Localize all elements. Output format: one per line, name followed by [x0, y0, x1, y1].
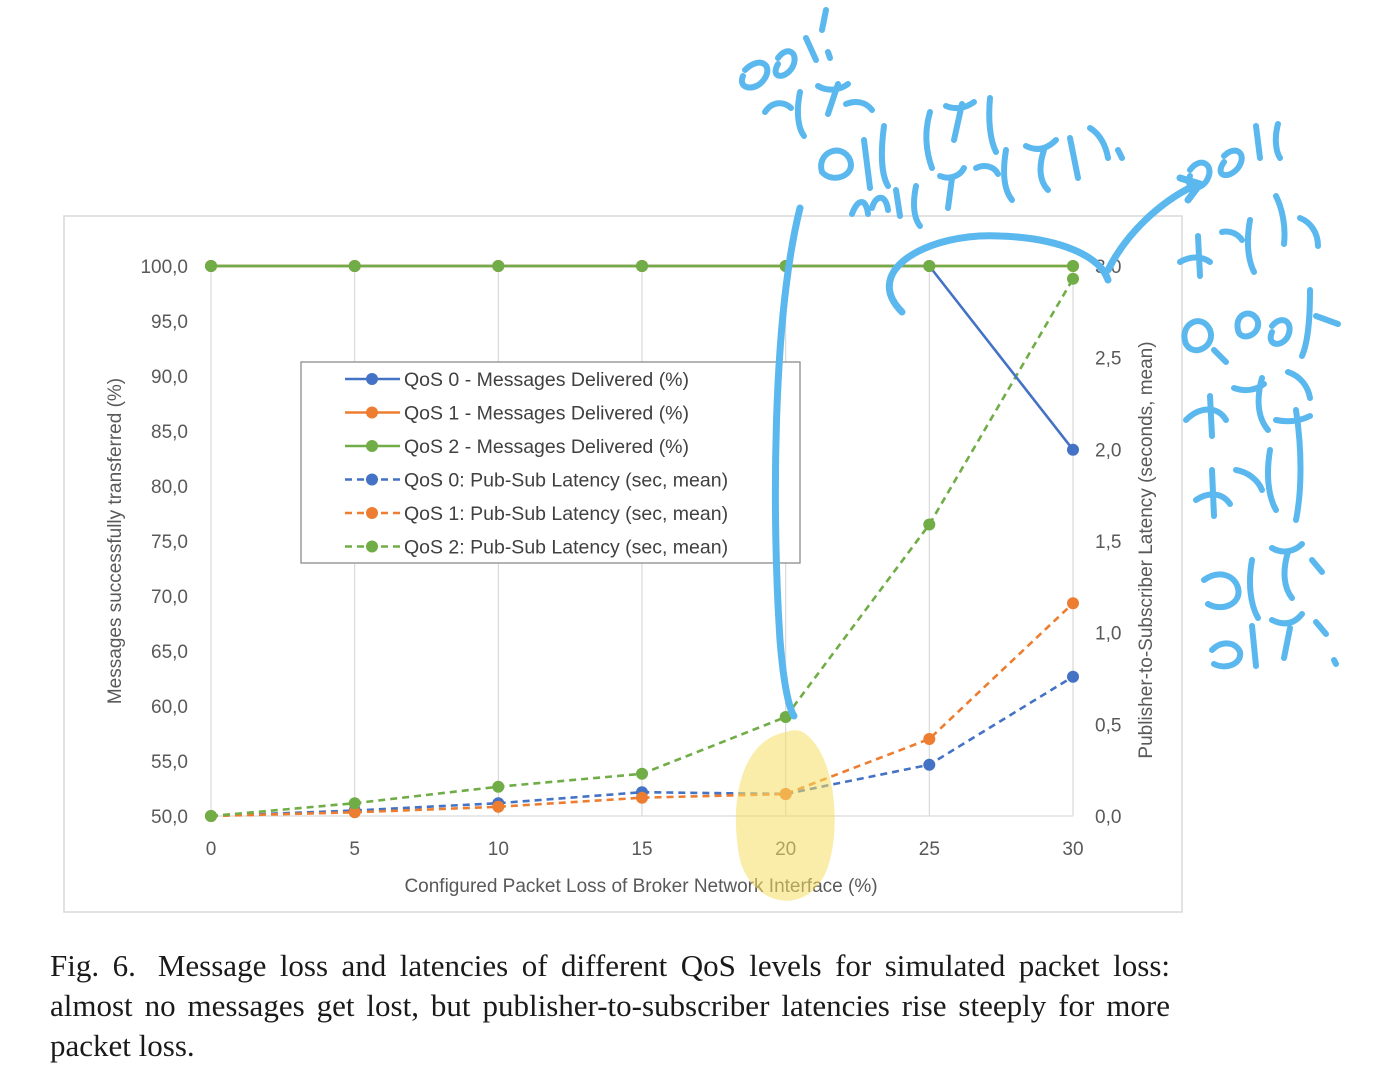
data-point [636, 791, 648, 804]
data-point [923, 758, 936, 771]
y-tick-label: 80,0 [151, 477, 188, 498]
y-tick-label: 60,0 [151, 697, 188, 718]
y2-tick-label: 2,5 [1095, 349, 1121, 370]
legend-label: QoS 2: Pub-Sub Latency (sec, mean) [404, 537, 728, 559]
data-point [923, 733, 936, 745]
y2-tick-labels: 0,00,51,01,52,02,53,0 [1095, 257, 1121, 828]
y-tick-label: 55,0 [151, 752, 188, 773]
y-tick-label: 90,0 [151, 367, 188, 388]
data-point [923, 260, 936, 272]
y-tick-label: 65,0 [151, 642, 188, 663]
data-point [348, 797, 361, 810]
legend-label: QoS 1: Pub-Sub Latency (sec, mean) [404, 503, 728, 525]
x-tick-label: 15 [631, 839, 652, 860]
data-point [492, 780, 505, 793]
caption-text: Message loss and latencies of different … [50, 948, 1171, 1063]
x-tick-label: 10 [488, 839, 509, 860]
data-point [1067, 443, 1079, 456]
data-point [492, 800, 505, 813]
pointer-line [771, 204, 804, 720]
y2-tick-label: 1,0 [1095, 624, 1121, 645]
handwriting-top-note [738, 7, 1125, 229]
legend-swatch-marker [366, 473, 378, 486]
legend-label: QoS 1 - Messages Delivered (%) [404, 403, 689, 425]
chart-frame [63, 215, 1183, 913]
legend-swatch-marker [366, 373, 378, 385]
legend-box [300, 361, 801, 564]
legend-swatch-marker [366, 406, 378, 419]
legend: QoS 0 - Messages Delivered (%) QoS 1 - Me… [300, 361, 801, 564]
legend-label: QoS 2 - Messages Delivered (%) [404, 436, 689, 458]
y2-axis-title: Publisher-to-Subscriber Latency (seconds… [1136, 341, 1157, 758]
data-point [492, 260, 505, 272]
y2-tick-label: 0,0 [1095, 807, 1121, 828]
handwriting-right-note [1177, 121, 1341, 670]
data-point [636, 767, 648, 780]
data-point [1067, 597, 1079, 610]
data-point [348, 806, 361, 819]
data-point [205, 260, 217, 272]
data-point [348, 260, 361, 272]
x-tick-label: 30 [1062, 839, 1083, 860]
data-point [1067, 260, 1079, 272]
figure-caption: Fig. 6. Message loss and latencies of dif… [50, 946, 1170, 1066]
legend-swatch-marker [366, 540, 378, 553]
handwriting-annotations [738, 7, 1341, 720]
data-point [1067, 272, 1079, 285]
y-tick-label: 85,0 [151, 422, 188, 443]
legend-swatch-marker [366, 440, 378, 452]
legend-label: QoS 0 - Messages Delivered (%) [404, 369, 689, 391]
y-tick-labels: 50,0 55,0 60,0 65,0 70,0 75,0 80,0 85,0 90,0 95,0… [140, 257, 188, 828]
x-tick-label: 25 [919, 839, 940, 860]
x-tick-label: 5 [349, 839, 360, 860]
legend-swatch-marker [366, 507, 378, 519]
data-point [636, 260, 648, 272]
y-tick-label: 100,0 [140, 257, 188, 278]
y-tick-label: 95,0 [151, 312, 188, 333]
data-point [779, 711, 792, 723]
y2-tick-label: 2,0 [1095, 440, 1121, 461]
caption-label: Fig. 6. [50, 948, 136, 983]
legend-label: QoS 0: Pub-Sub Latency (sec, mean) [404, 470, 728, 492]
y-axis-title: Messages successfully transferred (%) [105, 378, 126, 704]
data-point [923, 518, 936, 531]
y-tick-label: 75,0 [151, 532, 188, 553]
data-point [205, 810, 217, 822]
highlighter-mark [735, 730, 835, 901]
y2-tick-label: 0,5 [1095, 715, 1121, 736]
y2-tick-label: 1,5 [1095, 532, 1121, 553]
x-tick-label: 0 [206, 839, 217, 860]
data-point [1067, 670, 1079, 683]
y-tick-label: 70,0 [151, 587, 188, 608]
y-tick-label: 50,0 [151, 807, 188, 828]
